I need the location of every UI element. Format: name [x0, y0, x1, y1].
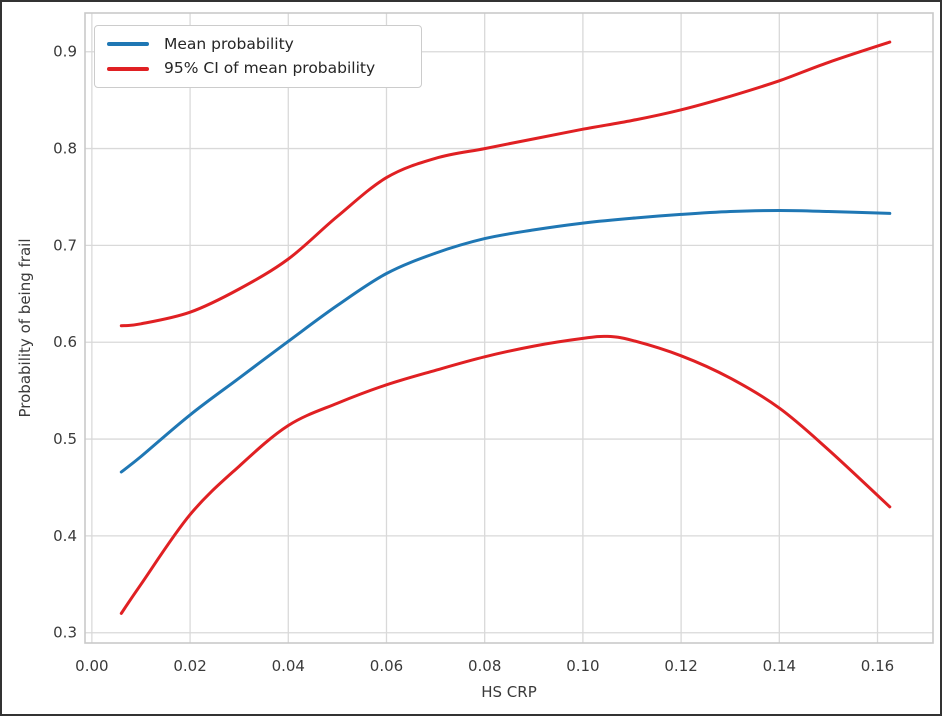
legend-label: Mean probability [164, 35, 294, 53]
x-axis-label: HS CRP [481, 683, 537, 701]
y-tick-label: 0.3 [53, 624, 77, 642]
series-line-ci-lower [119, 334, 892, 615]
x-tick-label: 0.06 [370, 657, 403, 675]
y-tick-label: 0.8 [53, 140, 77, 158]
x-tick-label: 0.00 [75, 657, 108, 675]
y-tick-label: 0.9 [53, 43, 77, 61]
y-tick-label: 0.6 [53, 333, 77, 351]
tick-layer: 0.00 0.02 0.04 0.06 0.08 0.10 0.12 0.14 0.16 0.3 0… [53, 43, 894, 675]
series-line-ci-upper [119, 40, 892, 328]
legend-line-sample-red [107, 66, 149, 71]
x-tick-label: 0.12 [664, 657, 697, 675]
series-line-mean [119, 209, 892, 474]
plot-frame [84, 12, 934, 644]
x-tick-label: 0.16 [861, 657, 894, 675]
x-tick-label: 0.08 [468, 657, 501, 675]
x-tick-label: 0.02 [173, 657, 206, 675]
legend-line-sample-blue [107, 42, 149, 47]
y-axis-label: Probability of being frail [16, 239, 34, 418]
legend-item-mean-probability: Mean probability [107, 35, 409, 54]
legend: Mean probability 95% CI of mean probabil… [94, 25, 422, 88]
grid-layer [85, 13, 933, 643]
legend-label: 95% CI of mean probability [164, 59, 376, 78]
legend-item-ci: 95% CI of mean probability [107, 59, 409, 78]
y-tick-label: 0.5 [53, 430, 77, 448]
x-tick-label: 0.04 [272, 657, 305, 675]
y-tick-label: 0.4 [53, 527, 77, 545]
x-tick-label: 0.14 [763, 657, 796, 675]
y-tick-label: 0.7 [53, 236, 77, 254]
x-tick-label: 0.10 [566, 657, 599, 675]
series-layer [119, 40, 892, 615]
